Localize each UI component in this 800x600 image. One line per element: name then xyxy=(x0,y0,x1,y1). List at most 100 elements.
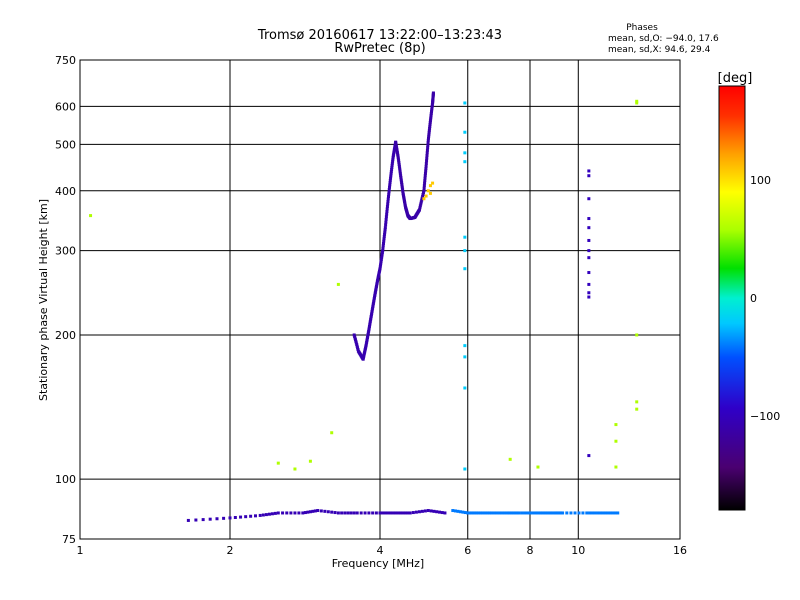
data-point xyxy=(371,306,375,310)
data-point xyxy=(463,386,467,390)
data-point xyxy=(396,152,400,156)
data-point xyxy=(392,152,396,156)
data-point xyxy=(354,339,358,343)
data-point xyxy=(428,126,432,130)
data-point xyxy=(429,111,433,115)
data-point xyxy=(438,510,442,514)
data-point xyxy=(398,166,402,170)
data-point xyxy=(430,110,434,114)
data-point xyxy=(379,263,383,267)
data-point xyxy=(276,461,280,465)
data-point xyxy=(515,511,519,515)
data-point xyxy=(374,289,378,293)
data-point xyxy=(258,513,262,517)
data-point xyxy=(366,334,370,338)
data-point xyxy=(368,321,372,325)
data-point xyxy=(426,189,430,193)
data-point xyxy=(369,318,373,322)
data-point xyxy=(369,313,373,317)
data-point xyxy=(535,511,539,515)
data-point xyxy=(420,198,424,202)
data-point xyxy=(253,514,257,518)
data-point xyxy=(401,190,405,194)
data-point xyxy=(261,513,265,517)
data-point xyxy=(384,223,388,227)
data-point xyxy=(389,176,393,180)
data-point xyxy=(428,121,432,125)
data-point xyxy=(517,511,521,515)
data-point xyxy=(587,217,591,221)
data-point xyxy=(425,159,429,163)
data-point xyxy=(390,163,394,167)
data-point xyxy=(340,511,344,515)
data-point xyxy=(463,101,467,105)
data-point xyxy=(635,99,639,103)
data-point xyxy=(244,515,248,519)
data-point xyxy=(421,194,425,198)
data-point xyxy=(513,511,517,515)
data-point xyxy=(587,238,591,242)
data-point xyxy=(421,192,425,196)
data-point xyxy=(430,104,434,108)
data-point xyxy=(365,337,369,341)
data-point xyxy=(368,319,372,323)
data-point xyxy=(384,220,388,224)
chart-title: Tromsø 20160617 13:22:00–13:23:43 xyxy=(257,28,502,43)
data-point xyxy=(423,174,427,178)
data-point xyxy=(383,511,387,515)
data-point xyxy=(396,157,400,161)
data-point xyxy=(422,186,426,190)
data-point xyxy=(289,511,293,515)
data-point xyxy=(485,511,489,515)
data-point xyxy=(388,178,392,182)
data-point xyxy=(401,188,405,192)
data-point xyxy=(385,207,389,211)
data-point xyxy=(308,459,312,463)
data-point xyxy=(364,342,368,346)
data-point xyxy=(424,162,428,166)
data-point xyxy=(397,164,401,168)
data-point xyxy=(355,343,359,347)
data-point xyxy=(308,510,312,514)
data-point xyxy=(371,301,375,305)
data-point xyxy=(400,184,404,188)
phase-info-title: Phases xyxy=(626,23,658,33)
data-point xyxy=(273,511,277,515)
data-point xyxy=(399,177,403,181)
data-point xyxy=(479,511,483,515)
data-point xyxy=(392,151,396,155)
data-point xyxy=(429,117,433,121)
y-tick-label: 100 xyxy=(55,473,76,486)
data-point xyxy=(587,271,591,275)
data-point xyxy=(391,154,395,158)
data-point xyxy=(431,91,435,95)
data-point xyxy=(388,185,392,189)
data-point xyxy=(352,333,356,337)
data-point xyxy=(635,101,639,105)
data-point xyxy=(492,511,496,515)
data-point xyxy=(383,232,387,236)
data-point xyxy=(601,511,605,515)
data-point xyxy=(453,509,457,513)
data-point xyxy=(425,153,429,157)
data-point xyxy=(423,179,427,183)
data-point xyxy=(463,235,467,239)
data-point xyxy=(297,511,301,515)
data-point xyxy=(614,423,618,427)
data-point xyxy=(422,197,426,201)
data-point xyxy=(381,244,385,248)
data-point xyxy=(301,511,305,515)
data-point xyxy=(391,155,395,159)
data-point xyxy=(208,517,212,521)
data-point xyxy=(395,151,399,155)
data-point xyxy=(531,511,535,515)
data-point xyxy=(429,509,433,513)
data-point xyxy=(463,249,467,253)
y-tick-label: 600 xyxy=(55,100,76,113)
data-point xyxy=(267,512,271,516)
data-point xyxy=(406,511,410,515)
y-axis-label: Stationary phase Virtual Height [km] xyxy=(37,199,50,401)
data-point xyxy=(373,295,377,299)
data-point xyxy=(355,344,359,348)
data-point xyxy=(390,165,394,169)
